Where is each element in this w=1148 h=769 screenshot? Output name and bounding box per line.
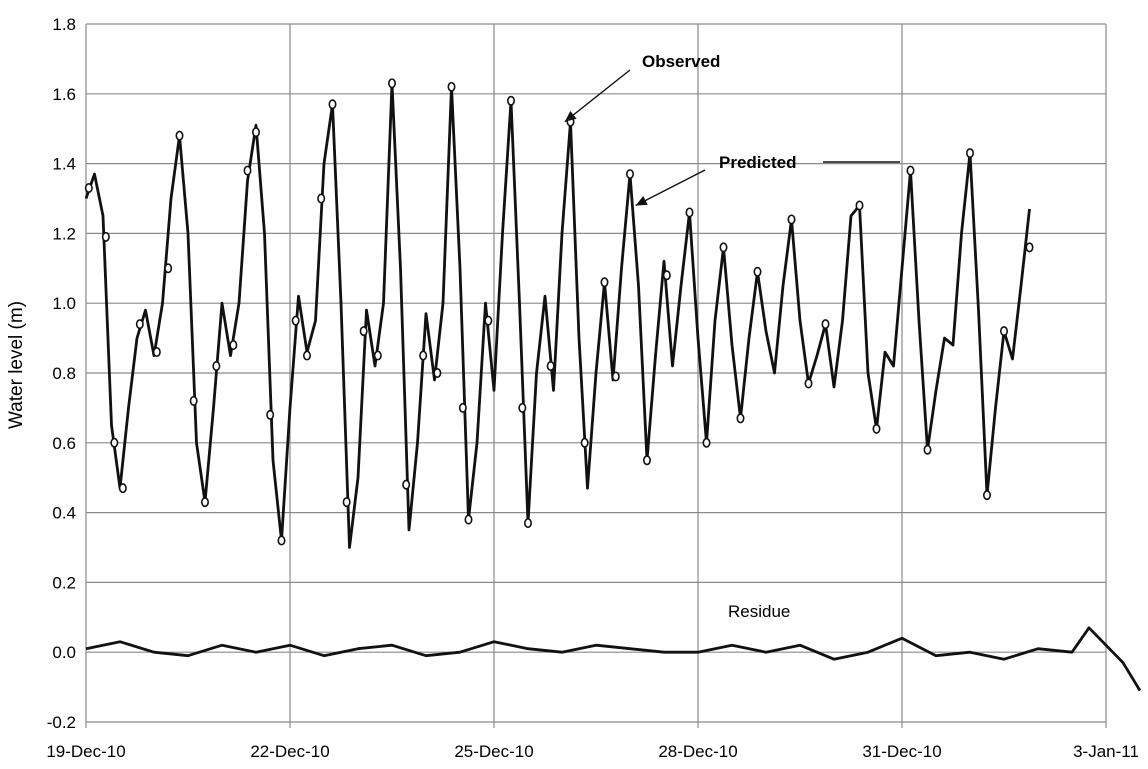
observed-point <box>662 270 671 281</box>
annotation-arrowhead <box>564 111 577 122</box>
residue-series-line <box>85 626 1142 692</box>
observed-point <box>982 490 991 501</box>
observed-point <box>855 200 864 211</box>
observed-point <box>484 315 493 326</box>
observed-point <box>101 231 110 242</box>
observed-point <box>229 340 238 351</box>
observed-point <box>302 350 311 361</box>
observed-point <box>328 99 337 110</box>
y-axis-label: Water level (m) <box>6 301 27 429</box>
y-tick-label: 0.6 <box>52 434 76 453</box>
observed-point <box>464 514 473 525</box>
y-tick-label: 1.6 <box>52 85 76 104</box>
observed-point <box>965 148 974 159</box>
observed-point <box>447 81 456 92</box>
observed-point <box>317 193 326 204</box>
y-tick-label: 0.0 <box>52 643 76 662</box>
y-axis-title: Water level (m) <box>6 301 27 429</box>
x-tick-label: 19-Dec-10 <box>46 742 125 761</box>
observed-point <box>277 535 286 546</box>
observed-point <box>359 326 368 337</box>
observed-point <box>175 130 184 141</box>
observed-point <box>506 95 515 106</box>
observed-point <box>821 319 830 330</box>
observed-point <box>152 347 161 358</box>
y-tick-label: 1.2 <box>52 224 76 243</box>
observed-point <box>291 315 300 326</box>
y-tick-label: 0.2 <box>52 573 76 592</box>
y-tick-labels: -0.2 0.0 0.2 0.4 0.6 0.8 1.0 1.2 1.4 1.6 1.8 <box>47 15 76 732</box>
observed-point <box>523 518 532 529</box>
observed-point <box>804 378 813 389</box>
observed-point <box>642 455 651 466</box>
observed-point <box>135 319 144 330</box>
observed-point <box>787 214 796 225</box>
predicted-series-line <box>84 81 1031 549</box>
annotation-observed: Observed <box>642 52 720 71</box>
observed-point <box>518 402 527 413</box>
observed-point <box>402 479 411 490</box>
observed-point <box>611 371 620 382</box>
observed-point <box>719 242 728 253</box>
observed-point <box>189 395 198 406</box>
annotation-arrowhead <box>635 196 648 206</box>
observed-point <box>419 350 428 361</box>
annotations: Observed Predicted Residue <box>564 52 900 621</box>
observed-point <box>387 78 396 89</box>
y-tick-label: 1.0 <box>52 294 76 313</box>
observed-point <box>923 444 932 455</box>
observed-point <box>201 497 210 508</box>
y-tick-label: -0.2 <box>47 713 76 732</box>
observed-point <box>164 263 173 274</box>
annotation-arrow <box>564 69 631 123</box>
x-tick-label: 28-Dec-10 <box>658 742 737 761</box>
x-tick-label: 31-Dec-10 <box>862 742 941 761</box>
series-group <box>84 78 1142 692</box>
observed-point <box>1025 242 1034 253</box>
observed-point <box>458 402 467 413</box>
observed-point <box>702 437 711 448</box>
observed-point <box>266 409 275 420</box>
observed-point <box>906 165 915 176</box>
x-tick-label: 25-Dec-10 <box>454 742 533 761</box>
observed-point <box>252 127 261 138</box>
observed-point <box>580 437 589 448</box>
x-tick-labels: 19-Dec-10 22-Dec-10 25-Dec-10 28-Dec-10 31-D… <box>46 742 1139 761</box>
x-tick-label: 3-Jan-11 <box>1073 742 1139 761</box>
observed-point <box>212 361 221 372</box>
observed-point <box>546 361 555 372</box>
observed-point <box>999 326 1008 337</box>
observed-point <box>625 169 634 180</box>
y-tick-label: 1.8 <box>52 15 76 34</box>
annotation-residue: Residue <box>728 602 790 621</box>
observed-point <box>342 497 351 508</box>
observed-point <box>736 413 745 424</box>
observed-point <box>373 350 382 361</box>
observed-point <box>600 277 609 288</box>
observed-point <box>84 183 93 194</box>
annotation-predicted: Predicted <box>719 153 796 172</box>
y-tick-label: 0.4 <box>52 504 76 523</box>
y-tick-label: 1.4 <box>52 155 76 174</box>
annotation-arrow <box>635 169 706 207</box>
observed-point <box>685 207 694 218</box>
observed-point <box>243 165 252 176</box>
observed-point <box>433 367 442 378</box>
observed-point <box>872 423 881 434</box>
x-tick-label: 22-Dec-10 <box>250 742 329 761</box>
observed-point <box>753 266 762 277</box>
y-tick-label: 0.8 <box>52 364 76 383</box>
observed-point <box>118 483 127 494</box>
observed-point <box>110 437 119 448</box>
